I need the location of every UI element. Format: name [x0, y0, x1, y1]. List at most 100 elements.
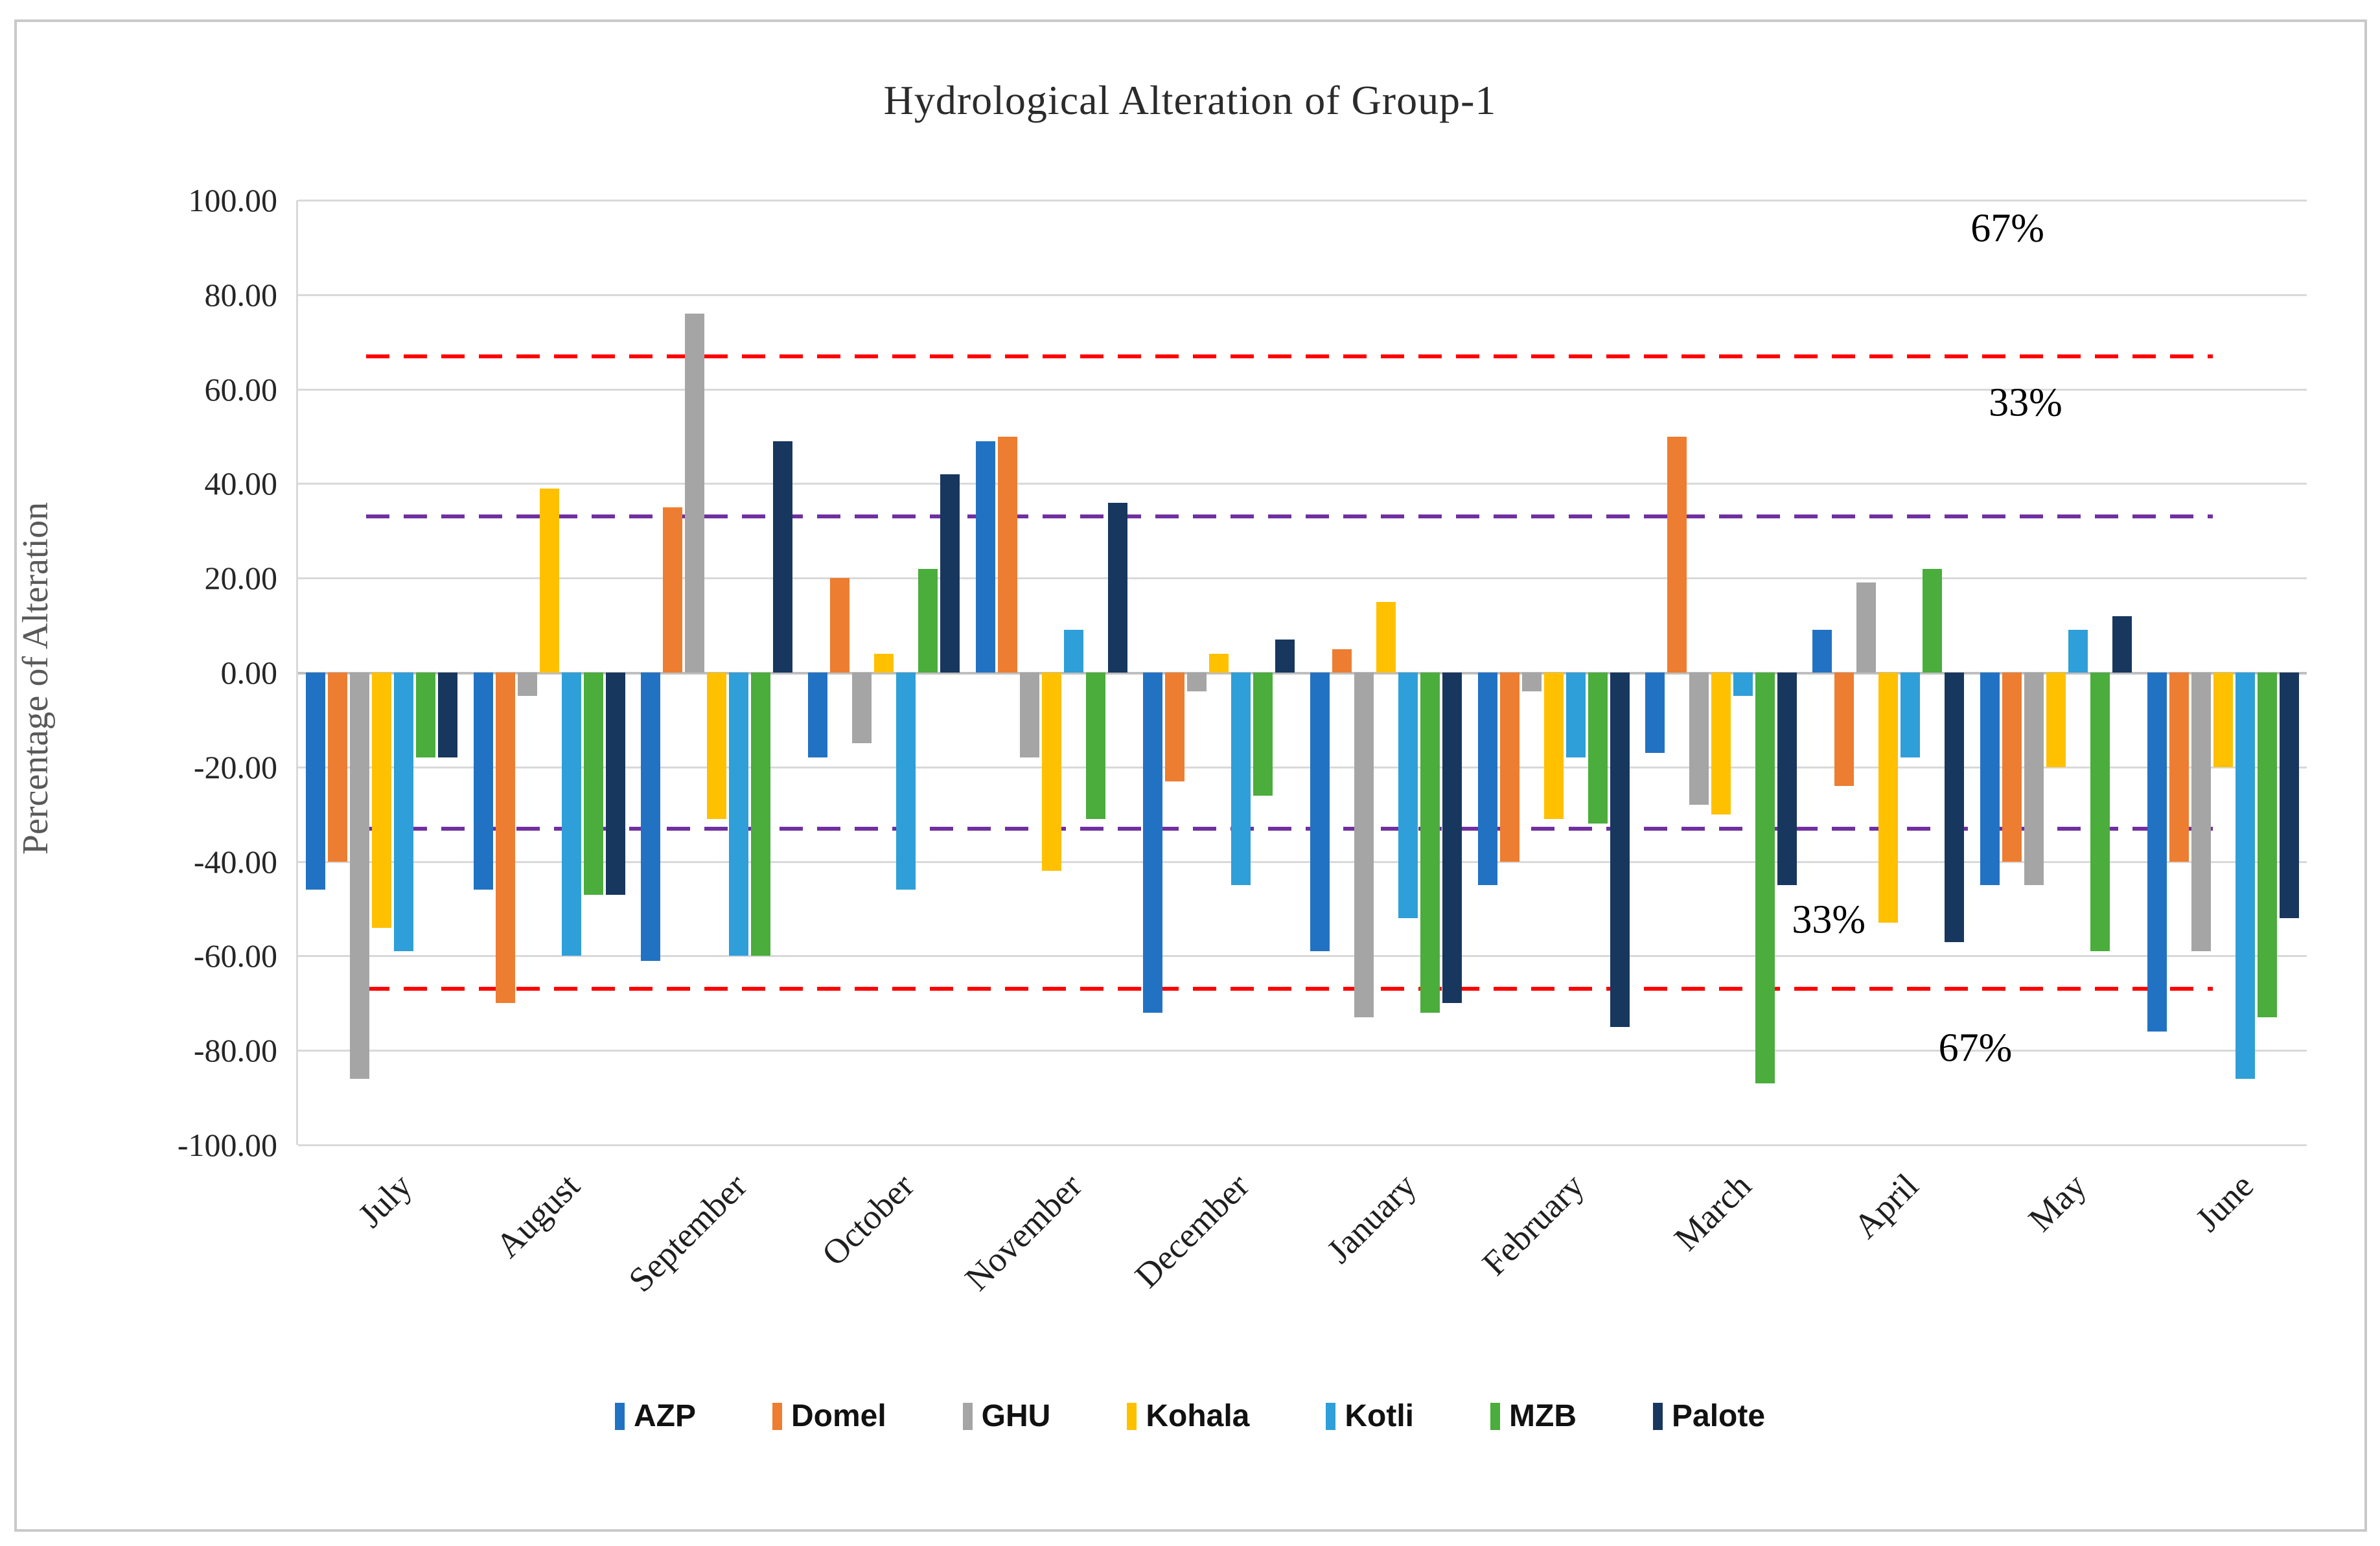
- bar-azp-october: [808, 673, 828, 758]
- legend-item-domel: Domel: [772, 1398, 886, 1434]
- bar-kotli-february: [1565, 673, 1586, 758]
- y-tick-label: -100.00: [177, 1127, 277, 1163]
- bar-domel-august: [495, 673, 515, 1004]
- bar-kohala-july: [372, 673, 392, 928]
- bar-group-september: [640, 200, 792, 1145]
- bar-domel-june: [2169, 673, 2189, 862]
- bar-azp-december: [1142, 673, 1162, 1013]
- bar-kotli-december: [1230, 673, 1251, 886]
- gridline: [298, 955, 2307, 958]
- plot-area: [298, 200, 2307, 1146]
- bar-kotli-october: [896, 673, 916, 890]
- bar-palote-august: [605, 673, 625, 895]
- bar-ghu-august: [517, 673, 537, 697]
- y-tick-label: 0.00: [220, 654, 278, 691]
- bar-mzb-may: [2090, 673, 2110, 952]
- bar-ghu-october: [852, 673, 872, 744]
- bar-azp-november: [975, 441, 995, 673]
- y-tick-label: -60.00: [193, 938, 277, 975]
- chart-title: Hydrological Alteration of Group-1: [883, 77, 1497, 123]
- gridline: [298, 200, 2307, 202]
- bar-palote-january: [1442, 673, 1462, 1004]
- bar-kohala-march: [1711, 673, 1731, 814]
- bar-palote-february: [1610, 673, 1630, 1027]
- legend-item-kotli: Kotli: [1326, 1398, 1414, 1434]
- gridline: [298, 1050, 2307, 1052]
- bar-mzb-july: [416, 673, 436, 758]
- bar-azp-june: [2147, 673, 2167, 1032]
- gridline: [298, 483, 2307, 485]
- bar-group-july: [306, 200, 458, 1145]
- y-tick-label: 40.00: [204, 465, 278, 502]
- bar-ghu-may: [2024, 673, 2044, 886]
- legend-swatch-domel: [772, 1402, 782, 1430]
- legend-label-kotli: Kotli: [1345, 1399, 1415, 1433]
- y-tick-label: 80.00: [204, 276, 278, 313]
- gridline: [298, 1144, 2307, 1146]
- y-tick-label: -20.00: [193, 748, 277, 785]
- legend-item-palote: Palote: [1652, 1398, 1766, 1434]
- legend: AZP Domel GHU Kohala Kotli MZB Palote: [0, 1398, 2380, 1434]
- bar-kohala-february: [1543, 673, 1564, 819]
- bar-azp-april: [1812, 630, 1832, 673]
- gridline: [298, 388, 2307, 391]
- legend-label-palote: Palote: [1671, 1399, 1766, 1433]
- bar-azp-september: [640, 673, 660, 961]
- reference-line-33pct: [366, 514, 2213, 519]
- bar-kotli-january: [1398, 673, 1418, 919]
- bar-kotli-march: [1733, 673, 1753, 697]
- bar-kotli-may: [2068, 630, 2088, 673]
- bar-ghu-november: [1019, 673, 1039, 758]
- bar-group-march: [1645, 200, 1797, 1145]
- bar-ghu-december: [1186, 673, 1207, 692]
- bar-kohala-april: [1878, 673, 1899, 923]
- bar-kohala-january: [1376, 601, 1396, 673]
- bar-domel-january: [1332, 649, 1352, 673]
- bar-azp-february: [1477, 673, 1497, 886]
- legend-swatch-mzb: [1490, 1402, 1501, 1430]
- gridline-zero: [298, 672, 2307, 675]
- reference-line--67pct: [366, 987, 2213, 991]
- bar-domel-february: [1499, 673, 1519, 862]
- annotation-33pct-1: 33%: [1989, 380, 2062, 425]
- bar-kohala-november: [1041, 673, 1061, 871]
- bar-domel-december: [1164, 673, 1184, 781]
- reference-line--33pct: [366, 826, 2213, 831]
- bar-ghu-september: [684, 313, 704, 673]
- bar-palote-september: [772, 441, 792, 673]
- bar-mzb-january: [1420, 673, 1440, 1013]
- bar-ghu-february: [1521, 673, 1542, 692]
- bar-group-may: [1980, 200, 2132, 1145]
- bar-azp-august: [473, 673, 493, 890]
- legend-swatch-azp: [614, 1402, 625, 1430]
- bar-palote-may: [2112, 616, 2132, 673]
- bar-domel-may: [2002, 673, 2022, 862]
- bar-azp-may: [1980, 673, 2000, 886]
- bar-mzb-october: [918, 568, 938, 673]
- legend-label-kohala: Kohala: [1146, 1399, 1250, 1433]
- annotation-33pct-2: 33%: [1792, 897, 1866, 942]
- bar-palote-march: [1777, 673, 1797, 886]
- annotation-67pct-3: 67%: [1938, 1026, 2013, 1070]
- legend-label-domel: Domel: [791, 1399, 886, 1433]
- bar-group-august: [473, 200, 625, 1145]
- y-tick-label: -80.00: [193, 1032, 277, 1069]
- y-tick-label: 20.00: [204, 560, 278, 597]
- bar-azp-july: [306, 673, 326, 890]
- y-tick-label: 100.00: [188, 182, 278, 218]
- bar-palote-july: [438, 673, 458, 758]
- bar-group-october: [808, 200, 960, 1145]
- bar-domel-july: [328, 673, 348, 862]
- bar-kotli-june: [2235, 673, 2255, 1079]
- bar-palote-june: [2279, 673, 2299, 919]
- bar-mzb-september: [750, 673, 770, 956]
- bar-mzb-march: [1755, 673, 1775, 1084]
- bar-palote-december: [1275, 639, 1295, 673]
- y-tick-label: -40.00: [193, 843, 277, 880]
- bar-ghu-april: [1856, 583, 1877, 673]
- bar-ghu-march: [1689, 673, 1709, 805]
- bar-mzb-june: [2257, 673, 2277, 1018]
- bar-kohala-september: [706, 673, 726, 819]
- bar-kotli-july: [394, 673, 414, 952]
- y-axis-line: [296, 200, 298, 1145]
